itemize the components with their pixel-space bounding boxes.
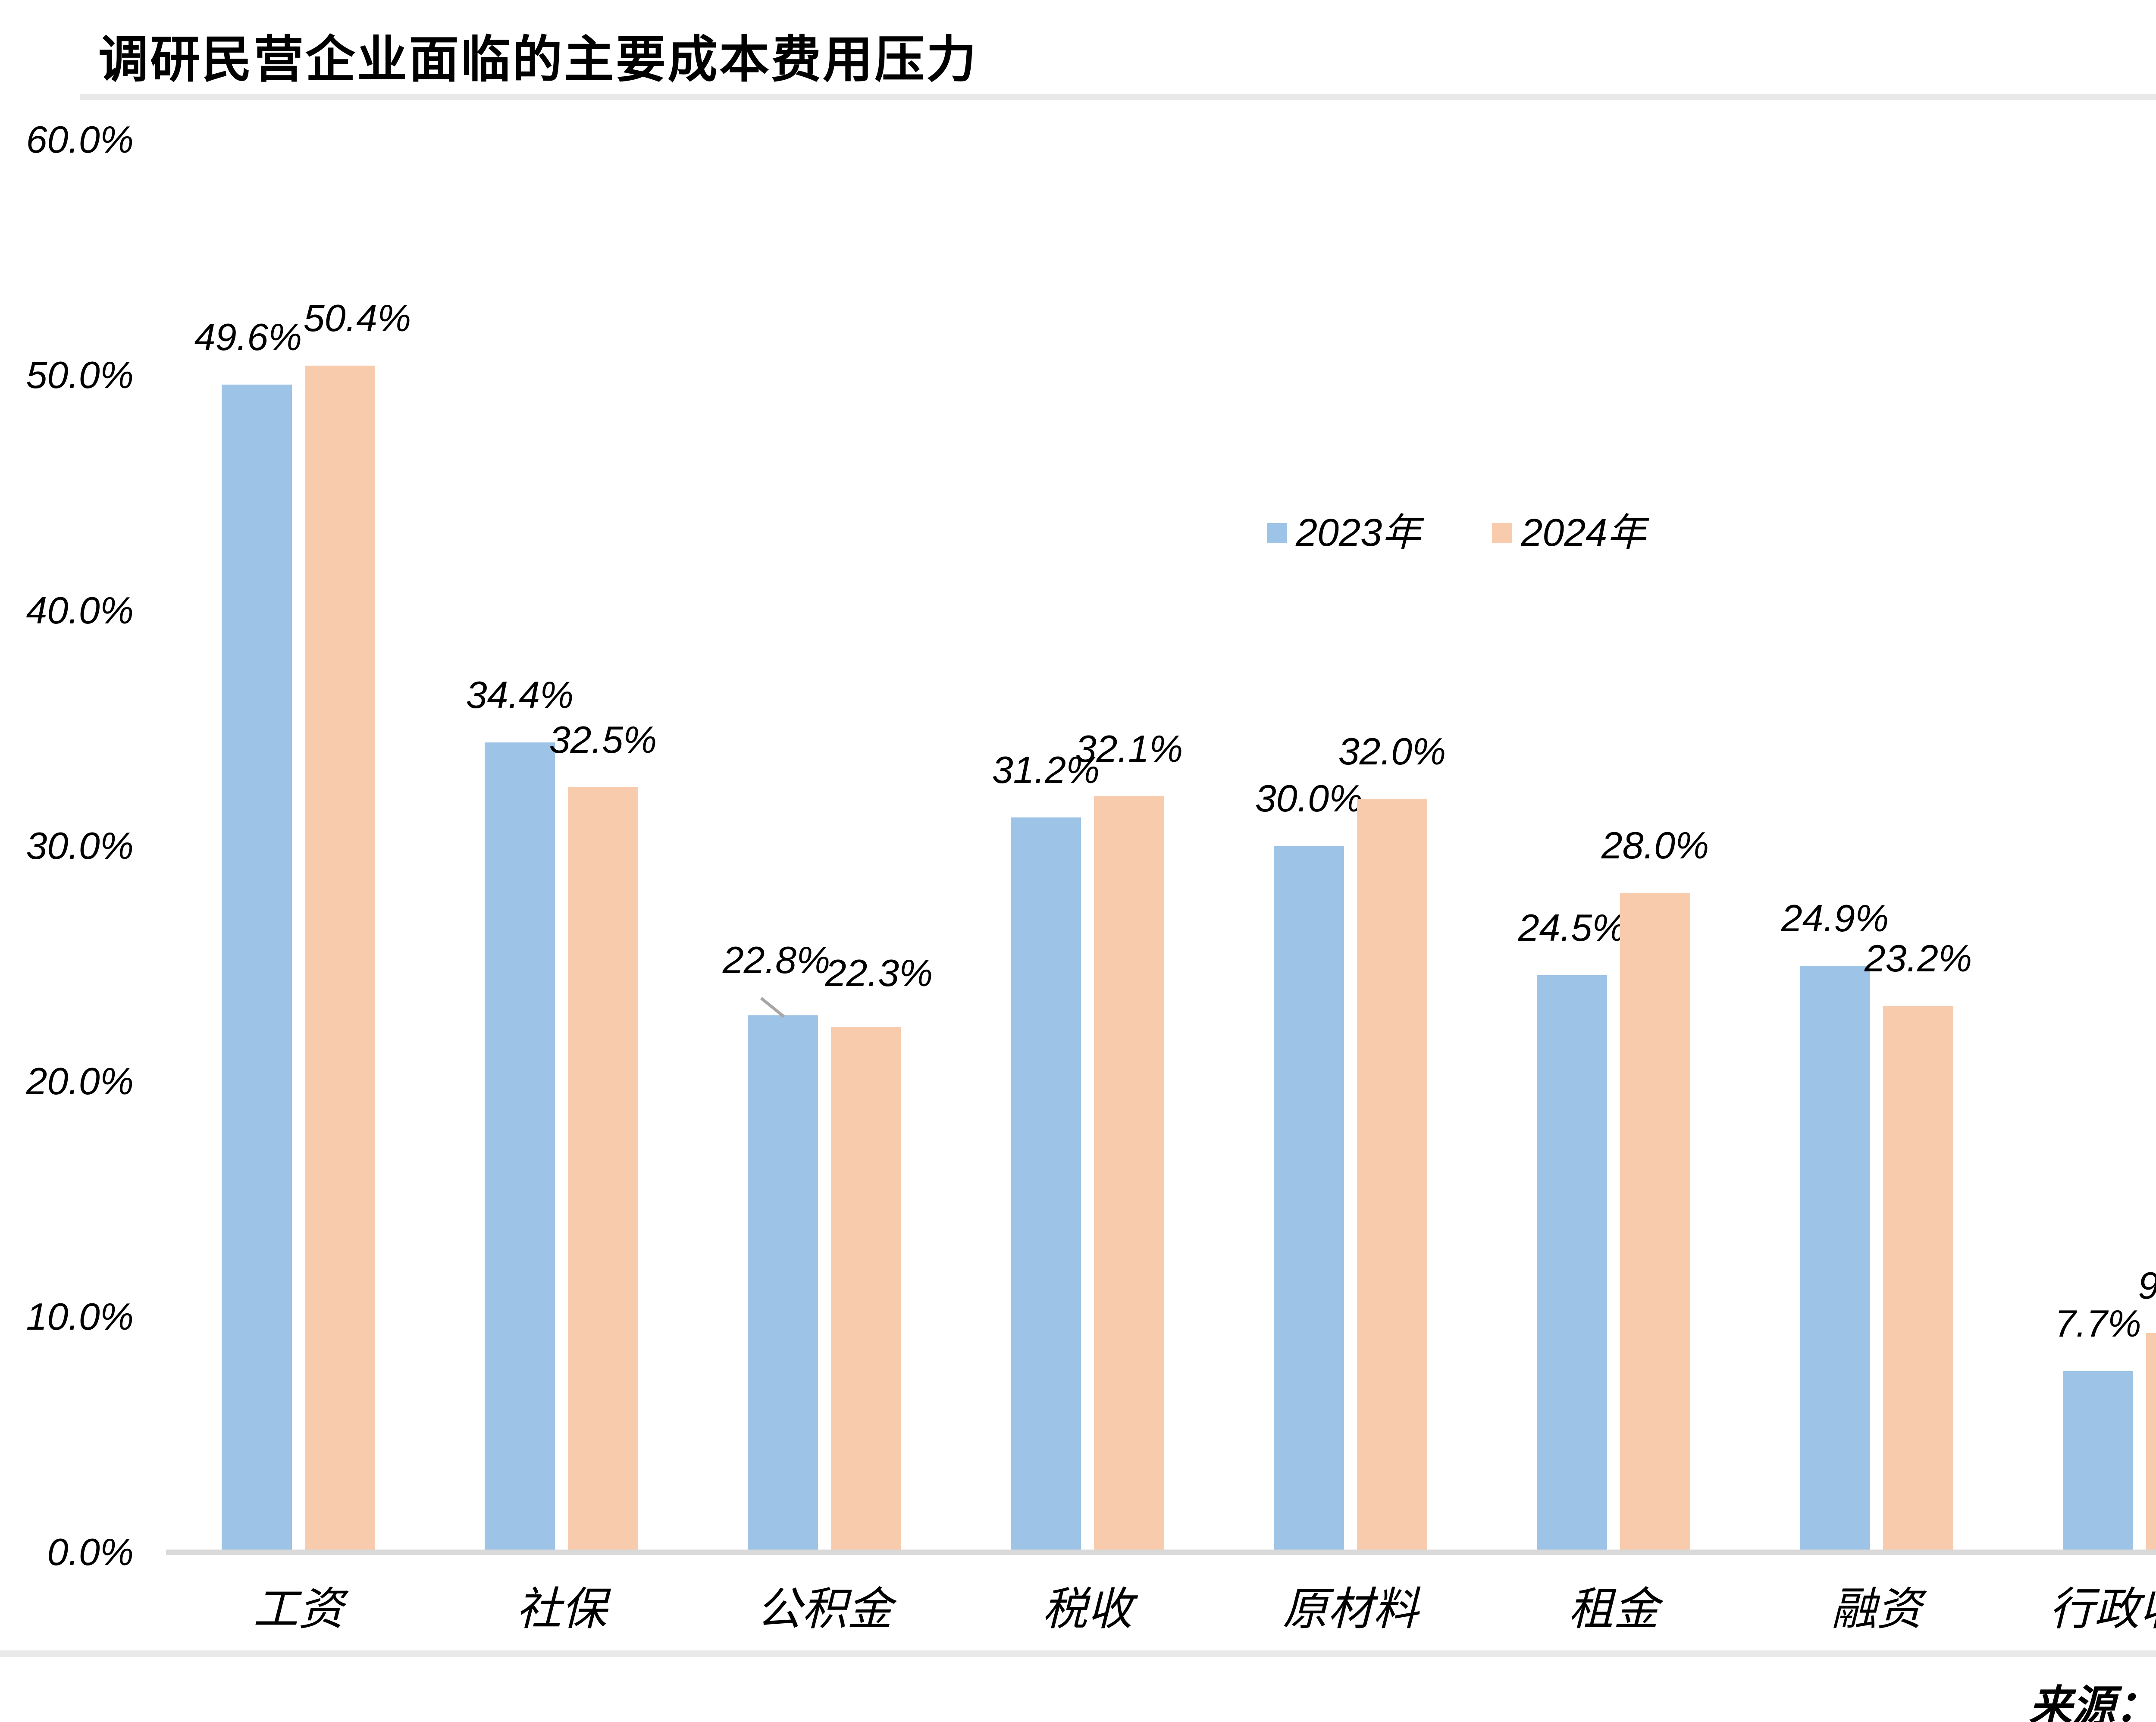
value-label-2024年-税收: 32.1% (1075, 727, 1183, 770)
legend-label-2024: 2024年 (1521, 511, 1646, 554)
chart-title: 调研民营企业面临的主要成本费用压力 (98, 31, 978, 88)
x-axis-label-税收: 税收 (1042, 1584, 1133, 1634)
value-label-2023年-融资: 24.9% (1781, 897, 1889, 940)
value-label-2024年-行政收费: 9.3% (2082, 1264, 2156, 1307)
bar-2024年-原材料 (1357, 798, 1427, 1552)
x-axis-label-租金: 租金 (1568, 1584, 1659, 1634)
value-label-2024年-工资: 50.4% (303, 297, 411, 340)
y-tick-label-40: 40.0% (26, 589, 134, 632)
x-axis-label-公积金: 公积金 (756, 1584, 893, 1634)
legend-label-2023: 2023年 (1296, 511, 1421, 554)
legend-swatch-2024 (1492, 523, 1513, 543)
value-label-2023年-公积金: 22.8% (722, 939, 830, 982)
bar-2024年-融资 (1883, 1006, 1953, 1552)
value-label-2024年-社保: 32.5% (549, 718, 657, 761)
bar-2023年-税收 (1011, 817, 1081, 1552)
legend-swatch-2023 (1267, 523, 1287, 543)
bar-2024年-社保 (568, 787, 638, 1552)
y-tick-label-60: 60.0% (26, 118, 134, 161)
x-axis-label-原材料: 原材料 (1282, 1584, 1419, 1634)
y-tick-label-20: 20.0% (26, 1060, 134, 1102)
bar-2023年-工资 (222, 384, 292, 1552)
bar-2023年-融资 (1800, 966, 1870, 1552)
bottom-divider (0, 1650, 2156, 1657)
bar-2024年-公积金 (831, 1027, 901, 1552)
value-label-2023年-工资: 49.6% (194, 315, 302, 358)
x-axis-label-工资: 工资 (253, 1584, 344, 1634)
y-tick-label-10: 10.0% (26, 1295, 134, 1338)
x-axis-label-行政收费: 行政收费 (2049, 1584, 2156, 1634)
value-label-2024年-公积金: 22.3% (825, 952, 933, 995)
value-label-2024年-原材料: 32.0% (1338, 730, 1446, 773)
value-label-2024年-租金: 28.0% (1601, 824, 1709, 867)
bar-2024年-行政收费 (2146, 1333, 2156, 1552)
value-label-2023年-社保: 34.4% (466, 673, 574, 716)
value-label-2023年-原材料: 30.0% (1255, 777, 1363, 820)
value-label-2023年-税收: 31.2% (992, 748, 1100, 792)
value-label-2024年-融资: 23.2% (1864, 937, 1972, 980)
y-tick-label-30: 30.0% (26, 824, 134, 867)
source-credit: 来源：界面新闻、界面智库 (2029, 1682, 2156, 1722)
legend: 2023年 2024年 (1267, 511, 1646, 554)
bar-2023年-社保 (485, 742, 555, 1552)
bar-2024年-税收 (1094, 796, 1164, 1552)
bar-2023年-租金 (1537, 975, 1607, 1552)
value-label-2023年-租金: 24.5% (1518, 906, 1626, 949)
x-axis-label-融资: 融资 (1831, 1584, 1922, 1634)
bar-2023年-原材料 (1274, 846, 1344, 1552)
bar-2024年-工资 (305, 366, 375, 1552)
value-label-2023年-行政收费: 7.7% (2055, 1302, 2141, 1345)
y-tick-label-0: 0.0% (47, 1531, 134, 1573)
bar-2024年-租金 (1620, 893, 1690, 1552)
y-tick-label-50: 50.0% (26, 354, 134, 396)
x-axis-line (166, 1550, 2156, 1555)
bar-2023年-行政收费 (2063, 1371, 2133, 1552)
title-underline (80, 94, 2156, 100)
x-axis-label-社保: 社保 (516, 1584, 607, 1634)
bar-2023年-公积金 (748, 1015, 818, 1552)
label-leader-line (760, 997, 785, 1018)
